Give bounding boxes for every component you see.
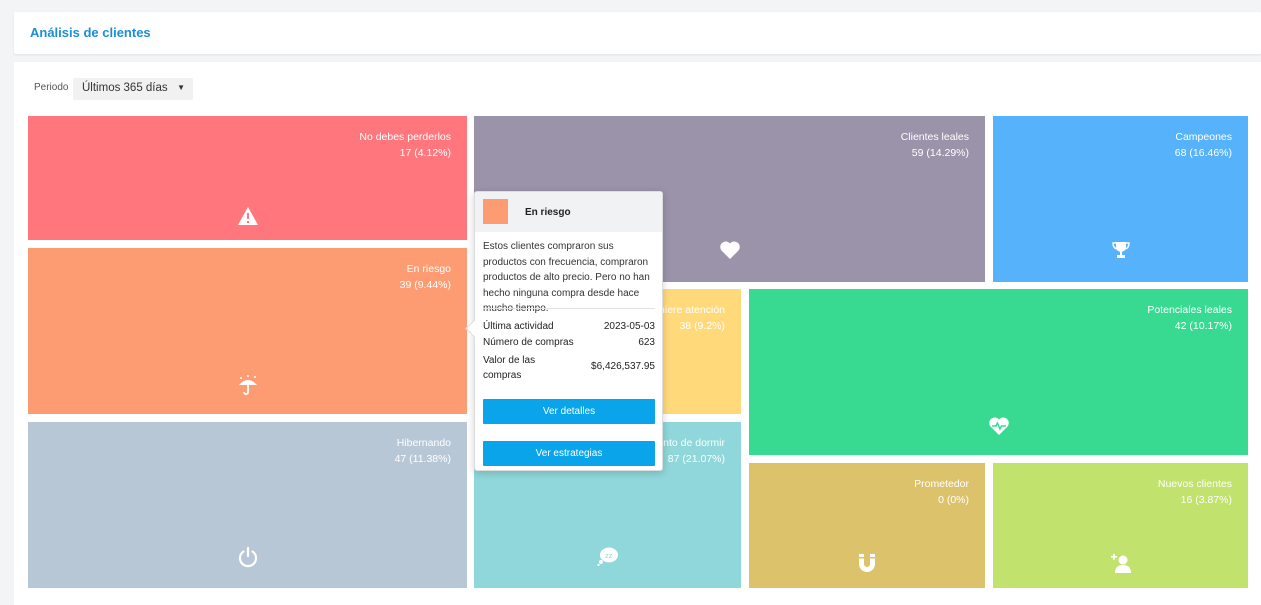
- row-value: 623: [638, 337, 655, 348]
- segment-name: No debes perderlos: [359, 131, 451, 143]
- page-title: Análisis de clientes: [30, 25, 151, 40]
- row-label: Número de compras: [483, 337, 574, 348]
- segment-value: 47 (11.38%): [394, 453, 451, 465]
- add-user-icon: [1110, 552, 1132, 574]
- segment-value: 87 (21.07%): [667, 453, 725, 465]
- tooltip-row-purchases: Número de compras 623: [483, 337, 655, 351]
- segment-name: Nuevos clientes: [1157, 478, 1232, 490]
- segment-value: 39 (9.44%): [399, 279, 451, 291]
- segment-tile-nuevos-clientes[interactable]: Nuevos clientes 16 (3.87%): [993, 463, 1248, 588]
- segment-name: nto de dormir: [663, 437, 725, 449]
- chevron-down-icon: ▼: [177, 83, 185, 92]
- segment-tile-potenciales-leales[interactable]: Potenciales leales 42 (10.17%): [749, 289, 1248, 455]
- segment-tile-no-debes-perderlos[interactable]: No debes perderlos 17 (4.12%): [28, 116, 467, 240]
- segment-name: En riesgo: [406, 263, 451, 275]
- tooltip-color-swatch: [483, 199, 508, 224]
- segment-tile-prometedor[interactable]: Prometedor 0 (0%): [749, 463, 985, 588]
- segment-name: Prometedor: [914, 478, 969, 490]
- heart-icon: [719, 240, 741, 260]
- segment-value: 17 (4.12%): [399, 147, 451, 159]
- tooltip-description: Estos clientes compraron sus productos c…: [483, 241, 650, 314]
- segment-name: Potenciales leales: [1147, 304, 1232, 316]
- heart-pulse-icon: [988, 416, 1010, 436]
- segment-name: Campeones: [1175, 131, 1232, 143]
- period-label: Periodo: [34, 82, 69, 93]
- umbrella-rain-icon: [237, 374, 259, 396]
- tooltip-header: En riesgo: [475, 192, 662, 232]
- tooltip-row-purchase-value: Valor de las compras $6,426,537.95: [483, 353, 655, 383]
- page-header: Análisis de clientes: [14, 12, 1261, 54]
- row-value: 2023-05-03: [603, 321, 655, 332]
- magnet-icon: [857, 552, 877, 574]
- segment-value: 42 (10.17%): [1174, 320, 1232, 332]
- segment-value: 59 (14.29%): [911, 147, 969, 159]
- segment-name: Hibernando: [396, 437, 451, 449]
- tooltip-title: En riesgo: [525, 207, 571, 218]
- warning-icon: [237, 206, 259, 226]
- tooltip-row-last-activity: Última actividad 2023-05-03: [483, 321, 655, 335]
- period-select-value: Últimos 365 días: [82, 82, 168, 94]
- segment-value: 0 (0%): [938, 494, 969, 506]
- svg-text:zz: zz: [605, 552, 613, 560]
- segment-name: Clientes leales: [900, 131, 969, 143]
- sleep-bubble-icon: zz: [596, 546, 619, 566]
- period-select[interactable]: Últimos 365 días ▼: [73, 78, 193, 100]
- trophy-icon: [1111, 240, 1131, 260]
- row-label: Última actividad: [483, 321, 554, 332]
- segment-value: 38 (9.2%): [679, 320, 725, 332]
- view-strategies-button[interactable]: Ver estrategias: [483, 441, 655, 466]
- segment-value: 68 (16.46%): [1174, 147, 1232, 159]
- segment-tile-hibernando[interactable]: Hibernando 47 (11.38%): [28, 422, 467, 588]
- row-value: $6,426,537.95: [591, 361, 655, 372]
- segment-tile-en-riesgo[interactable]: En riesgo 39 (9.44%): [28, 248, 467, 414]
- power-icon: [237, 546, 259, 568]
- segment-tooltip: En riesgo Estos clientes compraron sus p…: [465, 191, 663, 471]
- segment-name: uiere atención: [659, 304, 725, 316]
- segment-value: 16 (3.87%): [1180, 494, 1232, 506]
- row-label: Valor de las compras: [483, 355, 536, 381]
- tooltip-divider: [483, 308, 655, 309]
- view-details-button[interactable]: Ver detalles: [483, 399, 655, 424]
- segment-tile-campeones[interactable]: Campeones 68 (16.46%): [993, 116, 1248, 282]
